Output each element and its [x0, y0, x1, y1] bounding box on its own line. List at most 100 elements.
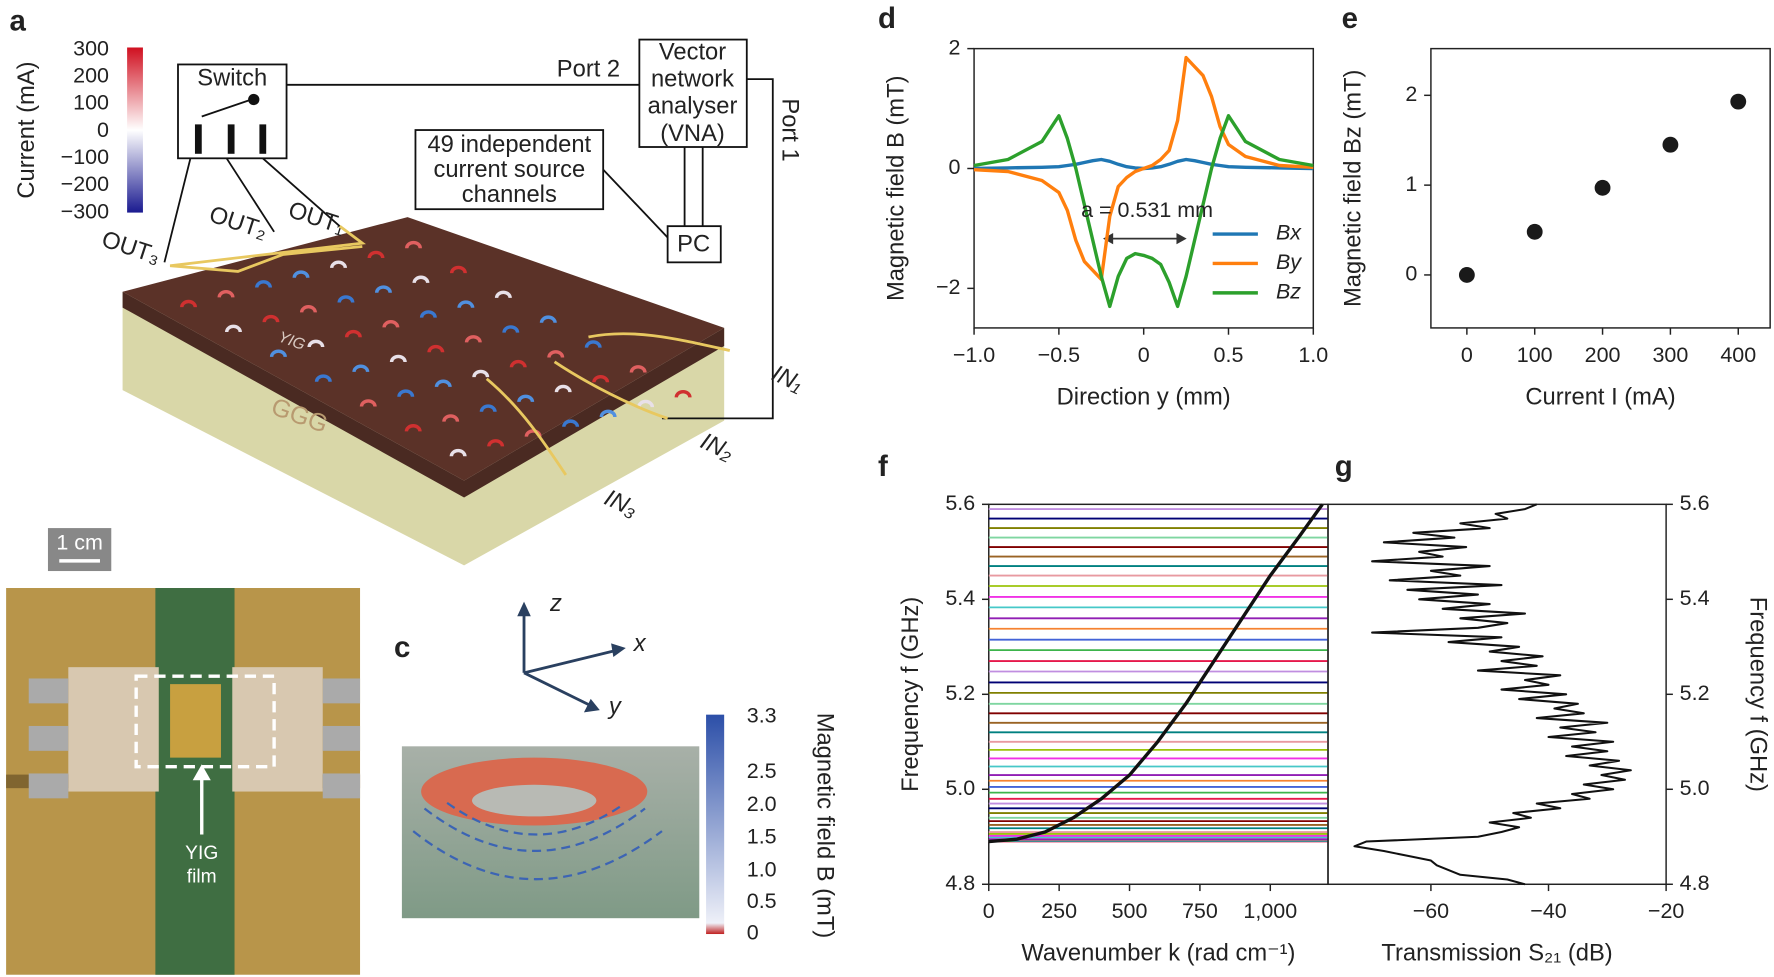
colorbar-tick: 100	[73, 91, 109, 115]
switch-label: Switch	[197, 65, 267, 91]
axis-arrow	[523, 671, 592, 707]
vna-label: (VNA)	[660, 121, 725, 147]
y-tick-label: 5.0	[1680, 776, 1710, 800]
arrow-head	[1176, 232, 1187, 245]
x-axis-label: Transmission S₂₁ (dB)	[1381, 941, 1612, 967]
colorbar-tick: 300	[73, 36, 109, 60]
colorbar	[706, 714, 725, 935]
panel-label: g	[1335, 450, 1353, 483]
panel-label: d	[878, 2, 896, 35]
port-label: Port 2	[557, 56, 620, 82]
legend-label: By	[1276, 250, 1302, 274]
x-tick-label: −20	[1648, 899, 1684, 923]
colorbar-tick: 1.5	[747, 825, 777, 849]
switch-lever	[201, 98, 252, 118]
sma	[322, 678, 361, 704]
current-loop	[224, 324, 242, 333]
y-tick-label: 5.0	[945, 776, 975, 800]
simulation: z x y 3.3 2.5 2.0 1.5 1.0 0.5 0 Magnetic…	[401, 591, 837, 945]
wire	[661, 78, 774, 420]
current-loop	[419, 310, 437, 318]
point	[1526, 223, 1543, 240]
y-axis-label: Frequency f (GHz)	[1744, 597, 1770, 792]
arrow-head	[517, 601, 531, 617]
line	[1353, 503, 1632, 886]
colorbar-label: Current (mA)	[14, 61, 40, 198]
current-loop	[509, 359, 527, 368]
channels-label: 49 independent	[427, 132, 591, 158]
input-label: IN₂	[696, 429, 737, 466]
x-tick-label: 300	[1652, 343, 1688, 367]
current-loop	[457, 300, 475, 309]
pcb-strip	[155, 588, 235, 975]
current-loop	[629, 365, 647, 373]
y-tick-label: 5.6	[1680, 491, 1710, 515]
x-tick-label: 0	[1138, 343, 1150, 367]
y-axis-label: Magnetic field B (mT)	[883, 76, 909, 302]
sma	[28, 725, 69, 751]
current-loop	[674, 389, 692, 398]
colorbar	[127, 47, 143, 213]
vna-label: Vector	[659, 39, 726, 65]
current-loop	[427, 344, 445, 353]
colorbar-tick: 3.3	[747, 704, 777, 728]
yig-array	[170, 684, 221, 758]
x-axis-label: Current I (mA)	[1525, 384, 1675, 410]
current-loop	[449, 265, 467, 274]
current-loop	[180, 299, 198, 308]
current-loop	[262, 314, 280, 323]
current-loop	[517, 394, 535, 403]
current-loop	[412, 275, 430, 284]
film-label: film	[187, 867, 217, 888]
axis-name: y	[607, 694, 623, 720]
point	[1662, 136, 1679, 153]
y-tick-label: 4.8	[945, 871, 975, 895]
y-axis-label: Magnetic field Bz (mT)	[1340, 70, 1366, 307]
loop-hole	[472, 784, 597, 817]
colorbar-tick: 2.5	[747, 759, 777, 783]
wire	[262, 157, 341, 227]
channels-label: channels	[462, 182, 557, 208]
colorbar-tick: 1.0	[747, 857, 777, 881]
y-axis-label: Frequency f (GHz)	[898, 597, 924, 792]
schematic: 300 200 100 0 −100 −200 −300 Current (mA…	[14, 36, 807, 566]
current-loop	[330, 260, 347, 269]
current-loop	[584, 340, 602, 348]
switch-contact	[227, 124, 235, 154]
y-tick-label: 5.2	[945, 681, 975, 705]
current-loop	[255, 280, 273, 288]
current-loop	[292, 270, 310, 278]
current-loop	[269, 349, 287, 358]
current-loop	[562, 419, 580, 428]
highlight	[134, 674, 276, 769]
lead	[485, 377, 568, 476]
point	[1594, 179, 1611, 196]
vna-label: analyser	[648, 94, 738, 120]
x-axis-label: Wavenumber k (rad cm⁻¹)	[1021, 941, 1295, 967]
colorbar-tick: 200	[73, 64, 109, 88]
x-tick-label: −40	[1530, 899, 1566, 923]
current-loop	[554, 384, 572, 393]
current-loop	[405, 240, 422, 249]
x-tick-label: 0	[983, 899, 995, 923]
current-loop	[314, 374, 332, 383]
connector-plate	[232, 667, 323, 792]
switch-contact	[259, 124, 267, 154]
input-label: IN₃	[600, 485, 641, 523]
output-label: OUT₂	[206, 202, 270, 245]
current-loop	[592, 374, 610, 383]
current-loop	[307, 339, 325, 348]
scale-box	[47, 528, 112, 572]
switch-pivot	[248, 93, 260, 106]
line	[973, 55, 1314, 282]
current-loop	[344, 329, 362, 338]
y-tick-label: 2	[1405, 82, 1417, 106]
x-tick-label: 250	[1041, 899, 1077, 923]
channels-label: current source	[433, 157, 585, 183]
field-lines	[412, 801, 663, 881]
x-tick-label: 0.5	[1214, 343, 1244, 367]
lead	[553, 360, 669, 420]
x-tick-label: 500	[1112, 899, 1148, 923]
panel-label: f	[878, 450, 888, 483]
